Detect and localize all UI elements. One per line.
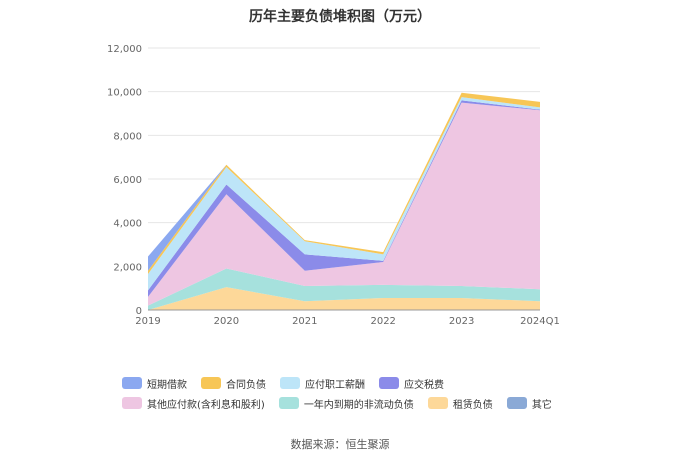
legend: 短期借款 合同负债 应付职工薪酬 应交税费其他应付款(含利息和股利) 一年内到期的非流动… <box>122 376 572 411</box>
legend-swatch <box>427 397 448 409</box>
legend-swatch <box>280 377 300 389</box>
y-tick-label: 8,000 <box>113 131 142 142</box>
x-tick-label: 2020 <box>214 316 239 327</box>
axis-layer: 0 2,000 4,000 6,000 8,000 10,000 12,000 2019 202… <box>107 44 560 327</box>
legend-swatch <box>122 377 142 389</box>
legend-label: 一年内到期的非流动负债 <box>303 399 414 411</box>
legend-swatch <box>201 377 221 389</box>
legend-item[interactable]: 其它 <box>506 396 552 411</box>
x-tick-label: 2024Q1 <box>520 316 560 327</box>
legend-item[interactable]: 应付职工薪酬 <box>280 376 365 391</box>
x-tick-label: 2023 <box>449 316 474 327</box>
legend-label: 合同负债 <box>226 379 266 391</box>
legend-label: 短期借款 <box>147 379 187 391</box>
legend-label: 应交税费 <box>404 379 444 391</box>
area-series <box>148 100 540 297</box>
y-tick-label: 6,000 <box>113 175 142 186</box>
legend-label: 应付职工薪酬 <box>305 379 365 391</box>
legend-swatch <box>506 397 527 409</box>
legend-label: 其它 <box>531 399 552 411</box>
y-tick-label: 4,000 <box>113 219 142 230</box>
chart-title: 历年主要负债堆积图（万元） <box>249 9 431 25</box>
legend-item[interactable]: 合同负债 <box>201 376 266 391</box>
area-series <box>148 97 540 291</box>
legend-label: 租赁负债 <box>452 399 493 411</box>
legend-item[interactable]: 一年内到期的非流动负债 <box>278 396 414 411</box>
data-source-note: 数据来源：恒生聚源 <box>290 438 390 451</box>
legend-item[interactable]: 租赁负债 <box>427 396 493 411</box>
x-tick-label: 2022 <box>370 316 395 327</box>
y-tick-label: 2,000 <box>113 262 142 273</box>
x-tick-label: 2019 <box>135 316 160 327</box>
y-tick-label: 0 <box>136 306 142 317</box>
legend-swatch <box>379 377 399 389</box>
area-series <box>148 268 540 310</box>
y-tick-label: 12,000 <box>107 44 142 55</box>
legend-item[interactable]: 应交税费 <box>379 376 444 391</box>
x-tick-label: 2021 <box>292 316 317 327</box>
legend-label: 其他应付款(含利息和股利) <box>147 399 265 411</box>
legend-swatch <box>122 397 142 409</box>
legend-item[interactable]: 短期借款 <box>122 376 187 391</box>
legend-item[interactable]: 其他应付款(含利息和股利) <box>122 396 265 411</box>
area-series <box>148 287 540 310</box>
y-tick-label: 10,000 <box>107 88 142 99</box>
area-series <box>148 102 540 306</box>
area-layer <box>148 92 540 310</box>
legend-swatch <box>278 397 299 409</box>
